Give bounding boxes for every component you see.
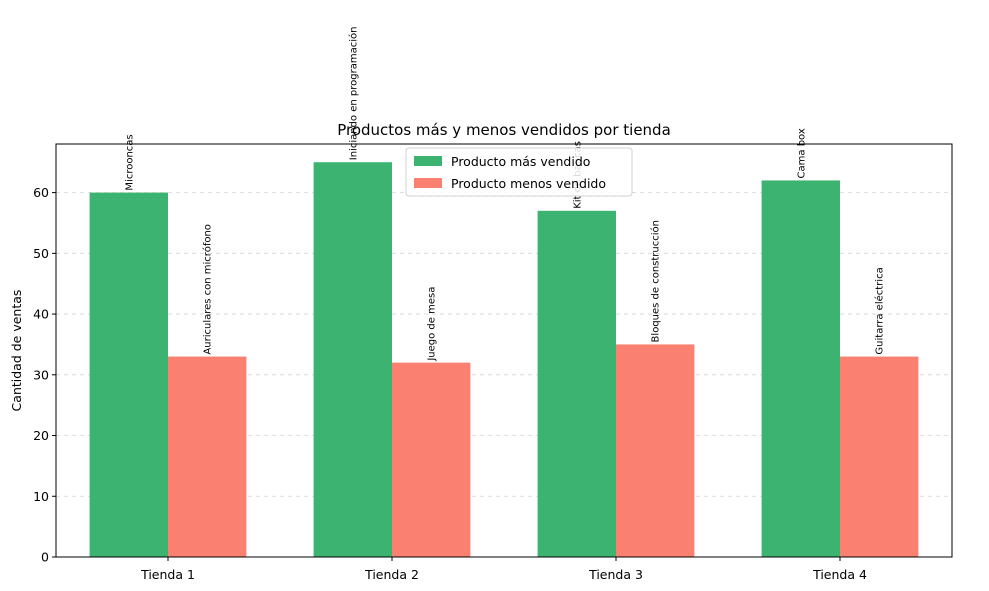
x-tick-label: Tienda 2 [364, 567, 419, 582]
legend: Producto más vendido Producto menos vendi… [405, 147, 633, 197]
bar-label: Microoncas [124, 134, 135, 190]
y-tick-label: 50 [33, 246, 49, 261]
y-tick-label: 20 [33, 428, 49, 443]
x-tick-label: Tienda 3 [588, 567, 643, 582]
y-tick-label: 10 [33, 489, 49, 504]
y-tick-label: 40 [33, 307, 49, 322]
bar-least-sold [840, 356, 919, 557]
y-tick-label: 0 [41, 550, 49, 565]
bar-least-sold [616, 344, 695, 557]
bar-label: Iniciando en programación [347, 27, 359, 161]
y-tick-label: 60 [33, 185, 49, 200]
legend-label: Producto más vendido [451, 154, 590, 169]
bar-least-sold [168, 356, 247, 557]
plot-frame [55, 143, 953, 558]
bar-label: Cama box [796, 128, 807, 178]
bar-most-sold [537, 210, 616, 557]
bars [89, 162, 919, 558]
x-axis: Tienda 1 Tienda 2 Tienda 3 Tienda 4 [140, 557, 867, 582]
bar-label: Bloques de construcción [650, 220, 662, 342]
bar-most-sold [313, 162, 392, 557]
legend-swatch [414, 178, 442, 188]
y-tick-label: 30 [33, 367, 49, 382]
bar-label: Juego de mesa [427, 287, 438, 362]
y-axis-title: Cantidad de ventas [9, 290, 24, 412]
bar-label: Auriculares con micrófono [202, 224, 214, 355]
legend-box [405, 147, 633, 197]
bar-label: Guitarra eléctrica [874, 267, 886, 354]
legend-swatch [414, 156, 442, 166]
chart-title: Productos más y menos vendidos por tiend… [337, 121, 671, 139]
bar-most-sold [89, 192, 168, 557]
x-tick-label: Tienda 4 [812, 567, 867, 582]
x-tick-label: Tienda 1 [140, 567, 195, 582]
bar-least-sold [392, 362, 471, 557]
bar-most-sold [761, 180, 840, 558]
y-axis: 0 10 20 30 40 50 60 [33, 185, 56, 565]
legend-label: Producto menos vendido [451, 176, 606, 191]
bar-labels: Microoncas Auriculares con micrófono Inici… [124, 27, 885, 362]
